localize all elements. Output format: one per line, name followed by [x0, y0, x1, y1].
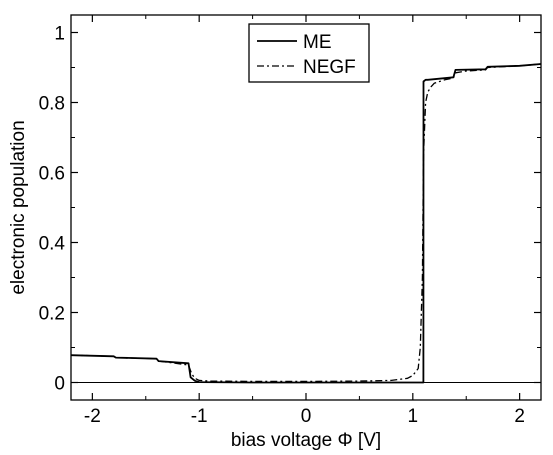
- series-line-me: [70, 63, 542, 384]
- x-tick-label: 2: [514, 406, 525, 427]
- series-line-negf: [70, 63, 542, 383]
- legend-label: ME: [303, 32, 332, 53]
- x-axis-label: bias voltage Φ [V]: [231, 430, 381, 451]
- x-tick-label: 0: [301, 406, 312, 427]
- x-tick-label: 1: [408, 406, 419, 427]
- series-layer: [70, 63, 542, 384]
- y-tick-label: 0: [54, 374, 65, 395]
- legend-box: [248, 23, 370, 83]
- y-axis-label: electronic population: [8, 120, 29, 294]
- x-tick-label: -1: [191, 406, 208, 427]
- legend: ME NEGF: [248, 23, 370, 83]
- legend-label: NEGF: [303, 57, 356, 78]
- y-tick-label: 0.4: [39, 234, 66, 255]
- y-tick-label: 0.2: [39, 304, 65, 325]
- y-tick-label: 0.6: [39, 164, 65, 185]
- y-tick-label: 0.8: [39, 94, 65, 115]
- y-tick-label: 1: [54, 24, 65, 45]
- x-tick-label: -2: [84, 406, 101, 427]
- ticks-layer: -2 -1 0 1 2 0 0.2 0.4 0.6 0.8 1: [39, 15, 541, 427]
